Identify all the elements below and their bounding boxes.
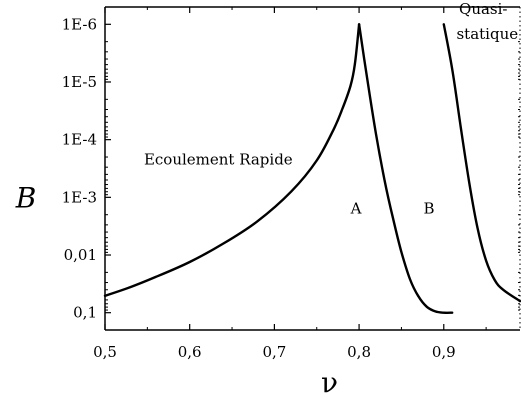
x-tick-label: 0,5 [93,343,117,361]
y-tick-label: 1E-5 [62,73,97,91]
x-axis-title: ν [321,366,338,399]
y-tick-label: 1E-4 [62,131,97,149]
series-line-1 [103,23,361,297]
y-tick-label: 0,1 [73,304,97,322]
annotation-3: B [423,199,434,217]
x-tick-label: 0,7 [262,343,286,361]
series-line-2 [357,23,454,314]
y-tick-label: 0,01 [64,246,97,264]
annotation-4: Quasi- [459,0,507,18]
series-line-3 [442,23,521,303]
x-tick-label: 0,6 [178,343,202,361]
y-tick-label: 1E-3 [62,188,97,206]
annotation-5: statique [456,25,518,43]
x-tick-label: 0,9 [432,343,456,361]
annotation-1: Ecoulement Rapide [144,151,293,169]
x-tick-label: 0,8 [347,343,371,361]
y-axis-title: B [15,181,37,214]
annotation-2: A [350,199,362,217]
y-tick-label: 1E-6 [62,15,97,33]
